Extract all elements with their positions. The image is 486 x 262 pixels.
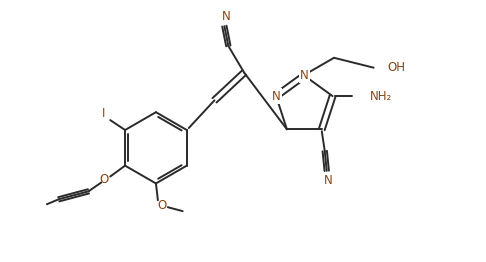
Text: I: I [102, 107, 105, 120]
Text: N: N [272, 90, 280, 103]
Text: OH: OH [387, 61, 405, 74]
Text: N: N [300, 69, 309, 82]
Text: O: O [100, 173, 109, 186]
Text: NH₂: NH₂ [370, 90, 392, 103]
Text: N: N [222, 10, 231, 23]
Text: O: O [157, 199, 167, 212]
Text: N: N [324, 174, 333, 187]
